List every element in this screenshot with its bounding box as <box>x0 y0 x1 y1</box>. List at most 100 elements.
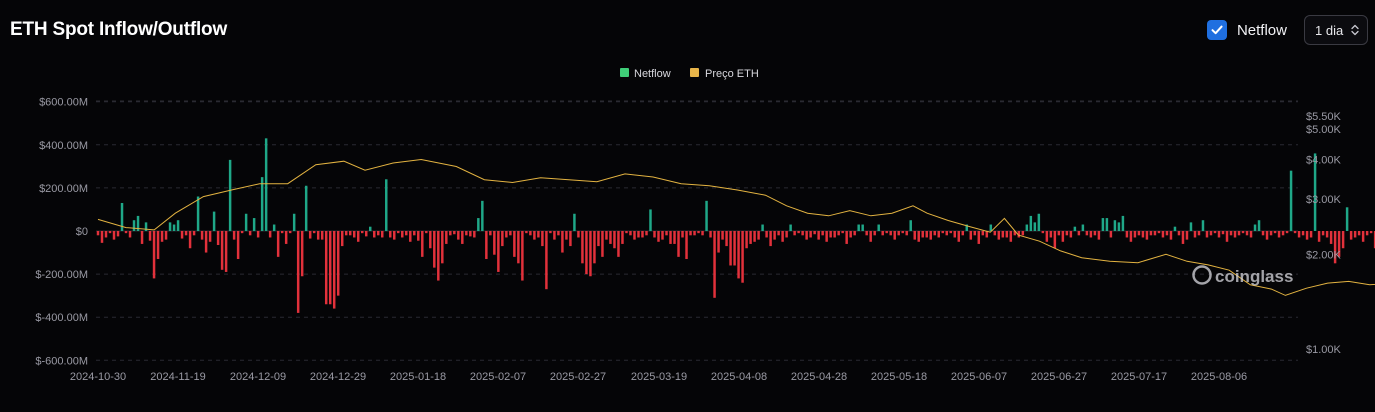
netflow-bar <box>1061 231 1065 242</box>
y-left-tick-1: $400.00M <box>39 140 88 152</box>
netflow-bar <box>284 231 288 244</box>
netflow-bar <box>905 231 908 236</box>
netflow-bar <box>1297 231 1301 238</box>
netflow-bar <box>901 231 904 234</box>
netflow-bar <box>1021 231 1025 236</box>
x-tick-10: 2025-05-18 <box>871 371 927 383</box>
netflow-bar <box>1205 231 1209 238</box>
netflow-bar <box>473 231 476 238</box>
netflow-bar <box>1225 231 1229 242</box>
netflow-bar <box>216 231 220 246</box>
netflow-bar <box>252 218 256 231</box>
netflow-bar <box>393 231 396 240</box>
y-left-tick-2: $200.00M <box>39 183 88 195</box>
up-down-chevron-icon <box>1351 24 1359 36</box>
netflow-bar <box>1217 231 1221 238</box>
netflow-bar <box>789 224 792 231</box>
netflow-bar <box>485 231 488 260</box>
netflow-bar <box>453 231 456 235</box>
netflow-bar <box>1121 215 1125 231</box>
interval-select[interactable]: 1 dia <box>1304 15 1368 45</box>
y-right-tick-1: $5.00K <box>1306 124 1342 136</box>
netflow-bar <box>937 231 940 238</box>
netflow-bar <box>713 231 716 298</box>
x-tick-11: 2025-06-07 <box>951 371 1007 383</box>
netflow-bar <box>897 231 900 236</box>
netflow-bar <box>529 231 532 236</box>
netflow-bar <box>1305 231 1309 240</box>
netflow-bar <box>661 231 664 240</box>
netflow-bar <box>1245 231 1249 236</box>
netflow-bar <box>212 211 216 231</box>
netflow-bar <box>533 231 536 240</box>
y-right-tick-5: $1.00K <box>1306 344 1342 356</box>
netflow-bar <box>352 231 356 238</box>
netflow-bar <box>573 213 576 231</box>
netflow-bar <box>989 224 993 231</box>
netflow-bar <box>1101 218 1105 231</box>
netflow-bar <box>737 231 740 279</box>
netflow-bar <box>877 224 880 231</box>
netflow-bar <box>1333 231 1337 264</box>
netflow-bar <box>336 231 340 296</box>
netflow-bar <box>381 231 384 238</box>
netflow-bar <box>757 231 760 240</box>
netflow-bar <box>1109 231 1113 238</box>
netflow-bar <box>913 231 916 240</box>
netflow-bar <box>1173 226 1177 231</box>
netflow-bar <box>745 231 748 249</box>
netflow-bar <box>889 231 892 236</box>
netflow-bar <box>1049 231 1053 238</box>
netflow-bar <box>981 231 985 236</box>
netflow-bar <box>340 231 344 247</box>
netflow-bar <box>1309 231 1313 238</box>
netflow-bar <box>749 231 752 244</box>
y-axis-left: $600.00M $400.00M $200.00M $0 $-200.00M $-400… <box>35 97 88 368</box>
legend-swatch-netflow <box>620 68 629 77</box>
netflow-bar <box>909 220 912 231</box>
netflow-bar <box>192 231 196 236</box>
netflow-bar <box>809 231 812 238</box>
y-left-tick-4: $-200.00M <box>35 269 88 281</box>
netflow-bar <box>1137 231 1141 236</box>
netflow-bar <box>465 231 468 236</box>
coinglass-logo-icon <box>1192 265 1212 285</box>
netflow-bar <box>801 231 804 236</box>
netflow-bar <box>136 215 140 231</box>
netflow-bar <box>741 231 744 283</box>
checkmark-icon <box>1211 25 1223 35</box>
netflow-bar <box>425 231 428 234</box>
netflow-checkbox[interactable] <box>1206 20 1227 40</box>
netflow-bar <box>1313 153 1317 231</box>
netflow-bar <box>1221 231 1225 235</box>
netflow-bar <box>477 218 480 231</box>
netflow-bar <box>1165 231 1169 236</box>
netflow-bar <box>673 231 676 244</box>
netflow-bar <box>1317 231 1321 242</box>
netflow-bar <box>1057 231 1061 236</box>
netflow-bar <box>977 231 981 244</box>
netflow-bar <box>445 231 448 244</box>
netflow-bar <box>553 231 556 240</box>
netflow-bar <box>324 231 328 305</box>
netflow-bar <box>405 231 408 236</box>
netflow-bar <box>641 231 644 238</box>
netflow-bar <box>1201 220 1205 231</box>
netflow-bar <box>232 231 236 240</box>
netflow-bar <box>837 231 840 236</box>
netflow-bar <box>332 231 336 309</box>
netflow-bar <box>861 224 864 231</box>
netflow-bar <box>805 231 808 240</box>
netflow-bar <box>845 231 848 244</box>
netflow-bar <box>1033 222 1037 231</box>
netflow-bar <box>833 231 836 238</box>
netflow-bar <box>1093 231 1097 236</box>
netflow-bar <box>793 231 796 236</box>
netflow-bar <box>557 231 560 236</box>
netflow-bar <box>1077 231 1081 236</box>
netflow-bar <box>921 231 924 238</box>
netflow-bar <box>857 224 860 231</box>
netflow-bar <box>645 231 648 236</box>
netflow-bar <box>401 231 404 238</box>
netflow-bar <box>1233 231 1237 238</box>
